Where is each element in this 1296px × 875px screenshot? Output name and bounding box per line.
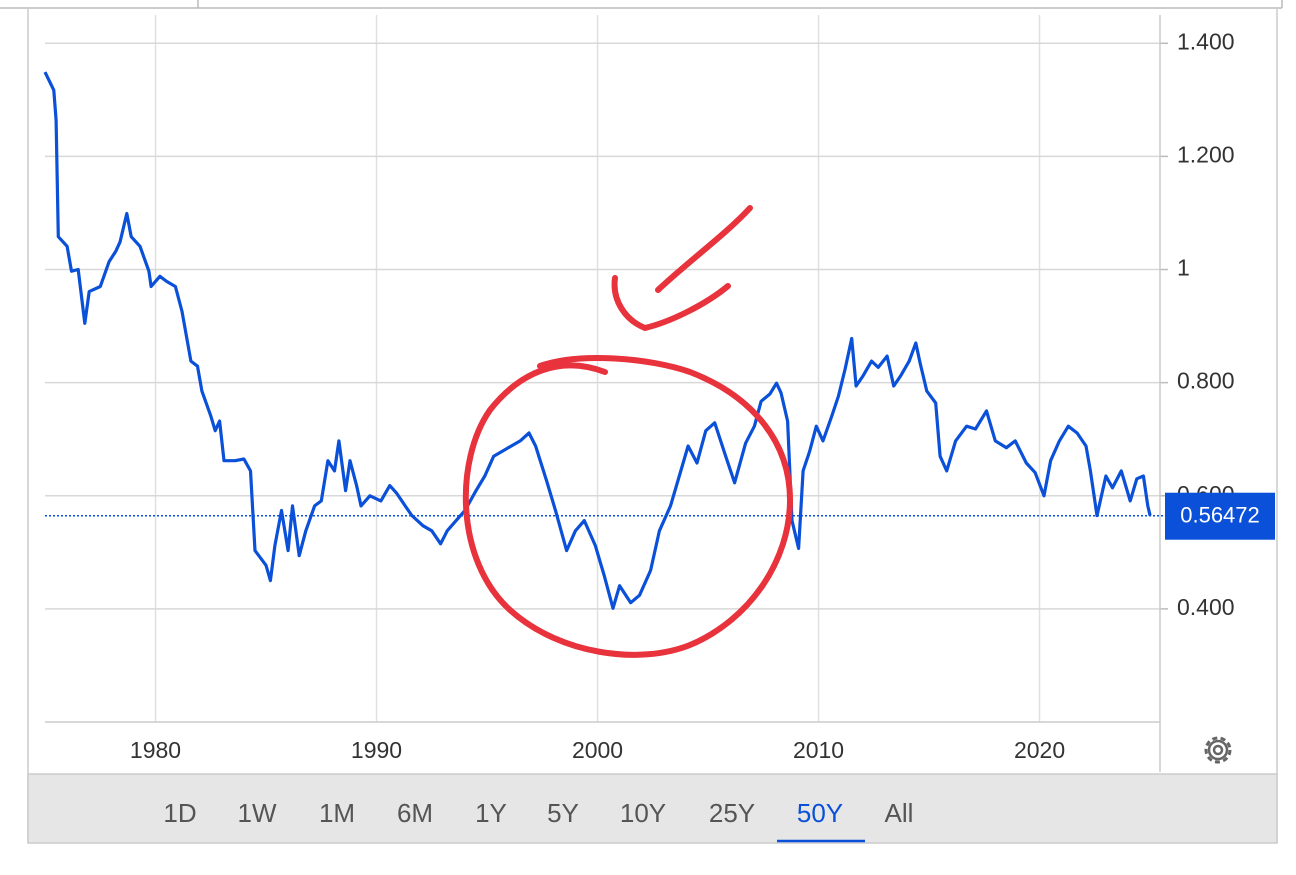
- range-button[interactable]: 6M: [397, 798, 433, 828]
- y-tick-label: 1.200: [1177, 141, 1235, 167]
- range-button[interactable]: 10Y: [620, 798, 666, 828]
- gear-ring: [1207, 739, 1229, 761]
- x-tick-label: 1980: [130, 737, 181, 763]
- current-value-box: [1165, 492, 1275, 540]
- range-button[interactable]: 1D: [163, 798, 196, 828]
- y-tick-label: 1.400: [1177, 28, 1235, 54]
- x-tick-label: 2000: [572, 737, 623, 763]
- gear-hub: [1212, 744, 1224, 756]
- price-line: [43, 71, 1152, 610]
- x-tick-label: 2010: [793, 737, 844, 763]
- red-circle: [462, 355, 794, 658]
- annotations: [462, 205, 794, 658]
- range-button[interactable]: All: [885, 798, 914, 828]
- red-check: [655, 205, 753, 293]
- y-tick-label: 0.800: [1177, 368, 1235, 394]
- current-value-label: 0.56472: [1180, 503, 1260, 528]
- y-tick-label: 1: [1177, 255, 1190, 281]
- range-bar: [27, 773, 1278, 844]
- range-button[interactable]: 50Y: [797, 798, 843, 828]
- x-tick-label: 1990: [351, 737, 402, 763]
- range-button[interactable]: 1W: [238, 798, 277, 828]
- gear-teeth: [1204, 736, 1232, 764]
- settings-gear[interactable]: [1204, 736, 1232, 764]
- range-button[interactable]: 1Y: [475, 798, 507, 828]
- red-check: [611, 275, 731, 332]
- y-tick-label: 0.400: [1177, 594, 1235, 620]
- range-button[interactable]: 5Y: [547, 798, 579, 828]
- range-button[interactable]: 25Y: [709, 798, 755, 828]
- x-tick-label: 2020: [1014, 737, 1065, 763]
- range-button[interactable]: 1M: [319, 798, 355, 828]
